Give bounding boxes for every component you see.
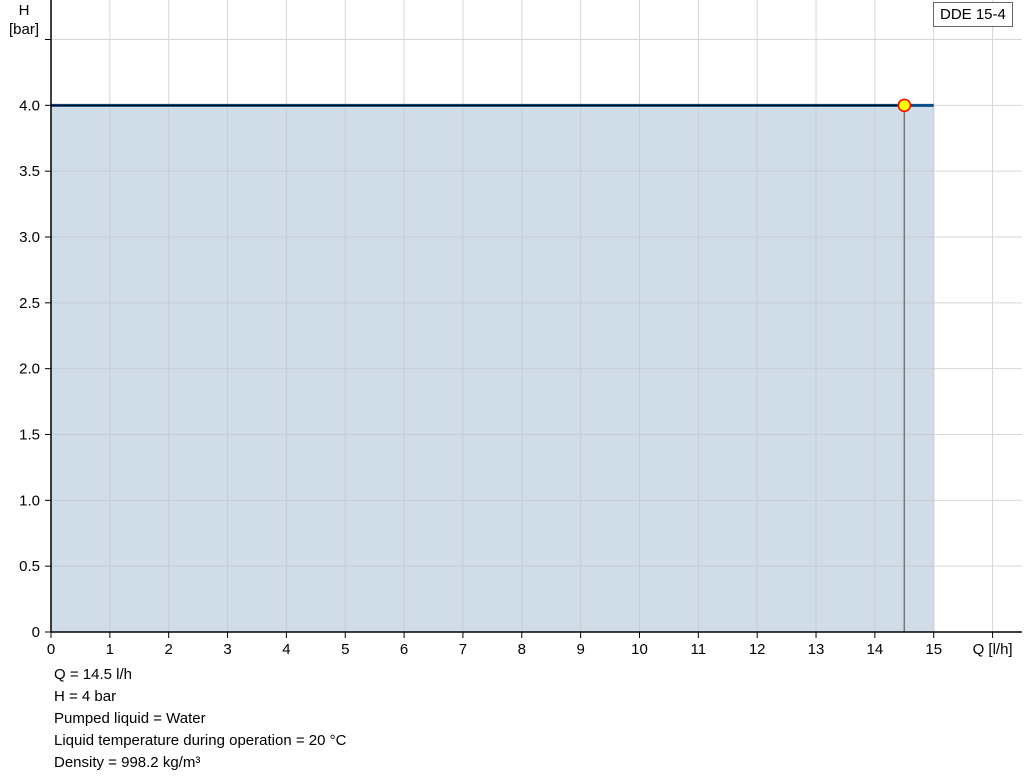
y-axis-label: H [19, 2, 30, 19]
y-tick-label: 2.5 [19, 295, 40, 312]
info-head: H = 4 bar [54, 688, 117, 705]
x-tick-label: 9 [576, 641, 584, 658]
info-liquid: Pumped liquid = Water [54, 710, 206, 727]
y-tick-label: 1.5 [19, 427, 40, 444]
y-tick-label: 0 [32, 624, 40, 641]
y-tick-label: 3.0 [19, 229, 40, 246]
y-tick-label: 0.5 [19, 558, 40, 575]
y-tick-label: 4.0 [19, 97, 40, 114]
x-tick-label: 8 [518, 641, 526, 658]
info-flow: Q = 14.5 l/h [54, 666, 132, 683]
x-tick-label: 7 [459, 641, 467, 658]
x-tick-label: 1 [106, 641, 114, 658]
x-tick-label: 0 [47, 641, 55, 658]
operating-info: Q = 14.5 l/h H = 4 bar Pumped liquid = W… [54, 664, 346, 774]
x-tick-label: 6 [400, 641, 408, 658]
x-tick-label: 2 [165, 641, 173, 658]
x-tick-label: 3 [223, 641, 231, 658]
x-tick-label: 12 [749, 641, 766, 658]
info-density: Density = 998.2 kg/m³ [54, 754, 201, 771]
x-tick-label: 5 [341, 641, 349, 658]
y-tick-label: 3.5 [19, 163, 40, 180]
x-tick-label: 11 [691, 641, 707, 658]
info-temperature: Liquid temperature during operation = 20… [54, 732, 347, 749]
legend-label: DDE 15-4 [933, 2, 1013, 27]
x-axis-label: Q [l/h] [973, 641, 1013, 658]
x-tick-label: 4 [282, 641, 290, 658]
duty-point [897, 98, 912, 113]
y-tick-label: 1.0 [19, 492, 40, 509]
y-tick-label: 2.0 [19, 361, 40, 378]
x-tick-label: 15 [925, 641, 942, 658]
x-tick-label: 10 [631, 641, 648, 658]
y-axis-unit: [bar] [9, 21, 39, 38]
x-tick-label: 14 [867, 641, 884, 658]
x-tick-label: 13 [808, 641, 825, 658]
